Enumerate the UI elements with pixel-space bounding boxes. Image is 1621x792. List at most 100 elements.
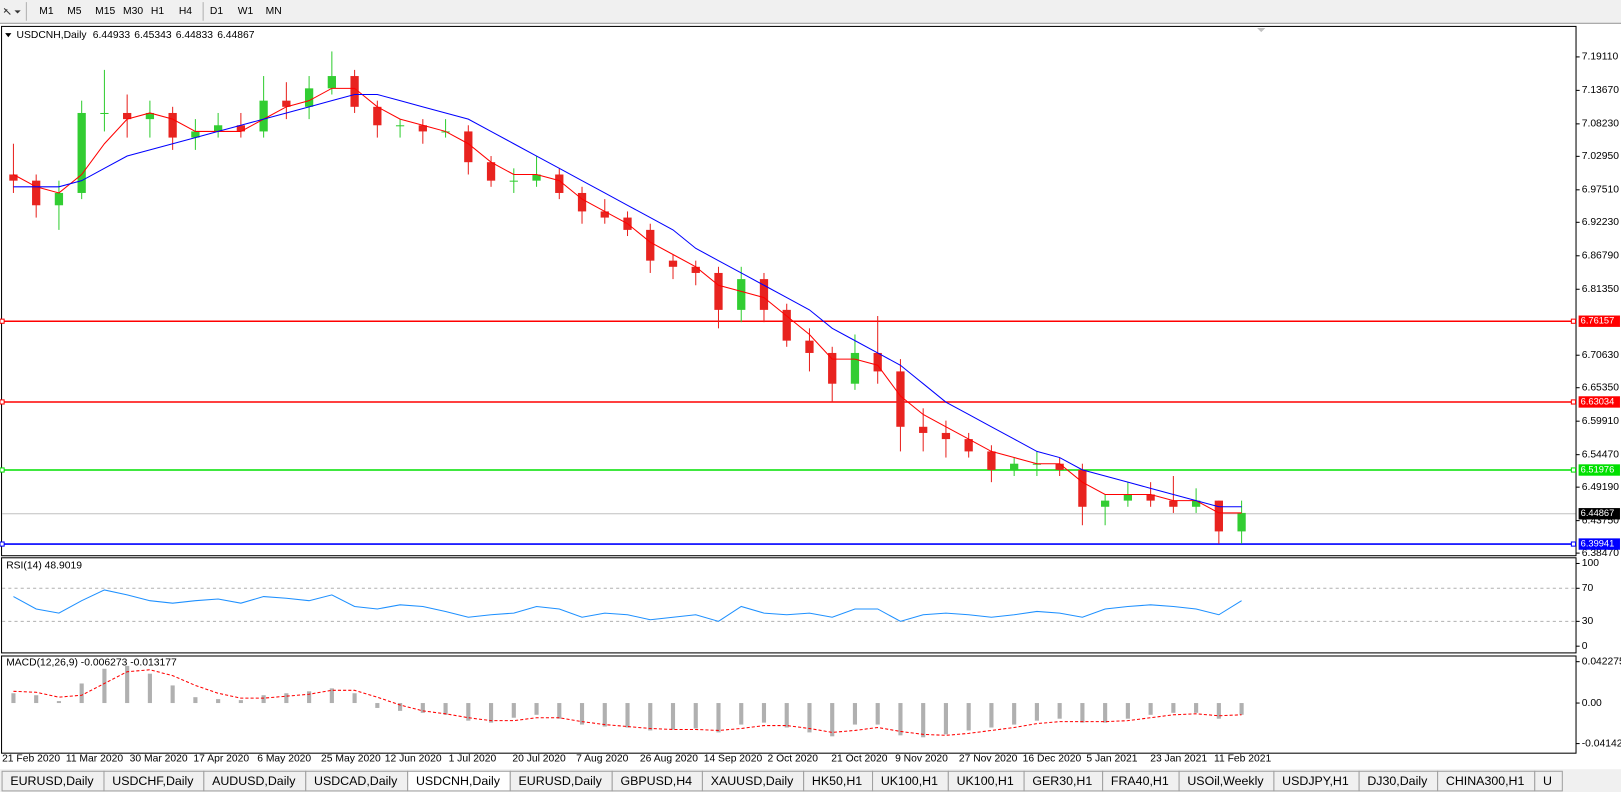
level-handle xyxy=(1570,318,1577,324)
tab-label[interactable]: GBPUSD,H4 xyxy=(620,774,692,788)
tab-label[interactable]: DJ30,Daily xyxy=(1367,774,1428,788)
x-tick-label: 12 Jun 2020 xyxy=(385,754,442,765)
level-handle xyxy=(0,467,5,473)
tab-label[interactable]: UK100,H1 xyxy=(957,774,1014,788)
tab-label[interactable]: USOil,Weekly xyxy=(1187,774,1264,788)
x-tick-label: 21 Oct 2020 xyxy=(831,754,888,765)
tab-label[interactable]: USDCAD,Daily xyxy=(314,774,398,788)
candle-body xyxy=(919,426,928,433)
y-tick-label: -0.04142 xyxy=(1582,738,1621,749)
macd-bar xyxy=(1194,703,1199,713)
candle-body xyxy=(1055,463,1064,470)
rsi-panel xyxy=(1,557,1577,654)
tab-label[interactable]: FRA40,H1 xyxy=(1111,774,1169,788)
quote-high: 6.45343 xyxy=(134,30,172,41)
level-label: 6.76157 xyxy=(1581,316,1615,326)
timeframe-button[interactable]: W1 xyxy=(238,6,254,17)
tab-label[interactable]: HK50,H1 xyxy=(812,774,862,788)
macd-bar xyxy=(147,673,152,704)
candle-body xyxy=(532,174,541,181)
candle-body xyxy=(805,340,814,353)
macd-panel xyxy=(1,655,1577,754)
price-label: 6.44867 xyxy=(1581,508,1615,518)
rsi-line xyxy=(13,589,1242,622)
x-tick-label: 16 Dec 2020 xyxy=(1023,754,1082,765)
dropdown-icon[interactable] xyxy=(14,10,21,14)
x-tick-label: 2 Oct 2020 xyxy=(767,754,818,765)
tab-label[interactable]: UK100,H1 xyxy=(881,774,938,788)
candle-body xyxy=(759,279,769,310)
macd-bar xyxy=(11,693,16,704)
tab-label[interactable]: AUDUSD,Daily xyxy=(212,774,296,788)
level-handle xyxy=(1570,541,1577,547)
candle-body xyxy=(850,352,860,384)
x-tick-label: 1 Jul 2020 xyxy=(449,754,497,765)
macd-bar xyxy=(1171,703,1176,713)
macd-bar xyxy=(511,703,516,718)
x-tick-label: 11 Mar 2020 xyxy=(66,754,123,765)
x-tick-label: 9 Nov 2020 xyxy=(895,754,948,765)
timeframe-button[interactable]: H4 xyxy=(179,6,192,17)
level-handle xyxy=(0,541,5,547)
candle-body xyxy=(77,112,86,193)
candle-body xyxy=(646,229,655,261)
tab-label[interactable]: U xyxy=(1543,774,1552,788)
tab-label[interactable]: EURUSD,Daily xyxy=(519,774,603,788)
macd-bar xyxy=(1034,703,1039,721)
macd-bar xyxy=(488,703,494,723)
macd-bar xyxy=(875,703,880,725)
macd-bar xyxy=(284,693,289,704)
level-label-bg xyxy=(1578,538,1620,550)
macd-bar xyxy=(852,703,858,725)
macd-bar xyxy=(216,699,221,704)
y-tick-label: 0 xyxy=(1582,641,1588,652)
timeframe-button[interactable]: D1 xyxy=(210,6,223,17)
timeframe-button[interactable]: M30 xyxy=(123,6,143,17)
y-tick-label: 6.49190 xyxy=(1582,482,1620,493)
tab-label[interactable]: USDCNH,Daily xyxy=(416,774,501,788)
candle-body xyxy=(259,100,268,132)
y-tick-label: 6.70630 xyxy=(1582,350,1620,361)
y-tick-label: 0.00 xyxy=(1582,698,1602,709)
tab-label[interactable]: XAUUSD,Daily xyxy=(711,774,794,788)
timeframe-button[interactable]: M5 xyxy=(67,6,82,17)
timeframe-button[interactable]: H1 xyxy=(151,6,164,17)
y-tick-label: 6.54470 xyxy=(1582,449,1620,460)
candle-body xyxy=(236,125,246,132)
macd-bar xyxy=(102,668,107,704)
candle-body xyxy=(213,125,223,132)
candle-body xyxy=(896,371,905,427)
cursor-icon[interactable] xyxy=(3,7,11,15)
macd-bar xyxy=(466,703,471,721)
tab-label[interactable]: USDCHF,Daily xyxy=(112,774,194,788)
macd-bar xyxy=(557,703,562,719)
level-handle xyxy=(1570,467,1577,473)
y-tick-label: 6.59910 xyxy=(1582,416,1620,427)
x-tick-label: 6 May 2020 xyxy=(257,754,311,765)
x-tick-label: 26 Aug 2020 xyxy=(640,754,698,765)
tab-label[interactable]: GER30,H1 xyxy=(1032,774,1092,788)
macd-bar xyxy=(602,703,607,727)
timeframe-button[interactable]: MN xyxy=(266,6,282,17)
candle-body xyxy=(464,131,473,163)
y-tick-label: 30 xyxy=(1582,616,1594,627)
candle-body xyxy=(1010,463,1019,470)
x-tick-label: 30 Mar 2020 xyxy=(130,754,188,765)
macd-bar xyxy=(170,685,175,704)
y-tick-label: 7.02950 xyxy=(1582,151,1620,162)
candle-body xyxy=(1146,494,1155,501)
timeframe-button[interactable]: M1 xyxy=(39,6,54,17)
timeframe-button[interactable]: M15 xyxy=(95,6,115,17)
tab-label[interactable]: EURUSD,Daily xyxy=(10,774,94,788)
tab-label[interactable]: USDJPY,H1 xyxy=(1282,774,1349,788)
macd-bar xyxy=(443,703,448,715)
quote-open: 6.44933 xyxy=(93,30,131,41)
macd-bar xyxy=(966,703,971,731)
chart-header: USDCNH,Daily 6.44933 6.45343 6.44833 6.44867 xyxy=(17,30,255,41)
tab-label[interactable]: CHINA300,H1 xyxy=(1446,774,1525,788)
macd-bar xyxy=(579,703,585,725)
y-tick-label: 70 xyxy=(1582,583,1594,594)
y-tick-label: 100 xyxy=(1582,558,1599,569)
tab[interactable] xyxy=(1534,770,1563,792)
